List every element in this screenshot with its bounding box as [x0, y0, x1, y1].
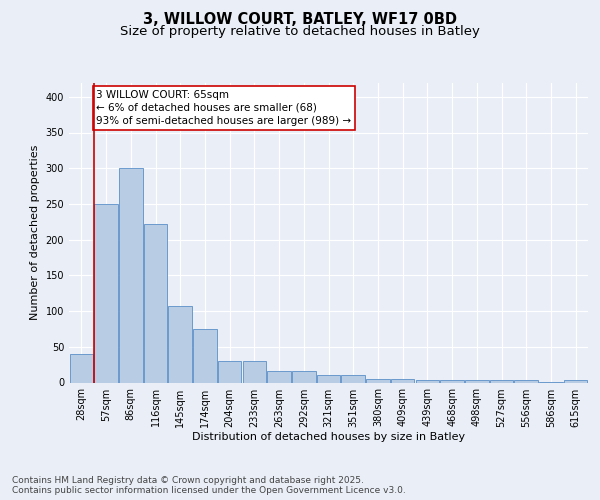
Bar: [218, 361, 241, 382]
Text: Contains HM Land Registry data © Crown copyright and database right 2025.
Contai: Contains HM Land Registry data © Crown c…: [12, 476, 406, 495]
Bar: [94, 204, 118, 382]
Bar: [70, 354, 93, 382]
Bar: [119, 168, 143, 382]
Bar: [242, 361, 266, 382]
Bar: [514, 380, 538, 382]
Bar: [144, 224, 167, 382]
Bar: [564, 380, 587, 382]
Bar: [440, 380, 464, 382]
Y-axis label: Number of detached properties: Number of detached properties: [30, 145, 40, 320]
Bar: [193, 329, 217, 382]
Bar: [366, 379, 389, 382]
X-axis label: Distribution of detached houses by size in Batley: Distribution of detached houses by size …: [192, 432, 465, 442]
Bar: [341, 376, 365, 382]
Bar: [317, 376, 340, 382]
Text: 3 WILLOW COURT: 65sqm
← 6% of detached houses are smaller (68)
93% of semi-detac: 3 WILLOW COURT: 65sqm ← 6% of detached h…: [96, 90, 352, 126]
Bar: [490, 380, 513, 382]
Bar: [416, 380, 439, 382]
Bar: [465, 380, 488, 382]
Bar: [169, 306, 192, 382]
Bar: [391, 379, 415, 382]
Bar: [292, 371, 316, 382]
Text: 3, WILLOW COURT, BATLEY, WF17 0BD: 3, WILLOW COURT, BATLEY, WF17 0BD: [143, 12, 457, 28]
Text: Size of property relative to detached houses in Batley: Size of property relative to detached ho…: [120, 25, 480, 38]
Bar: [268, 371, 291, 382]
